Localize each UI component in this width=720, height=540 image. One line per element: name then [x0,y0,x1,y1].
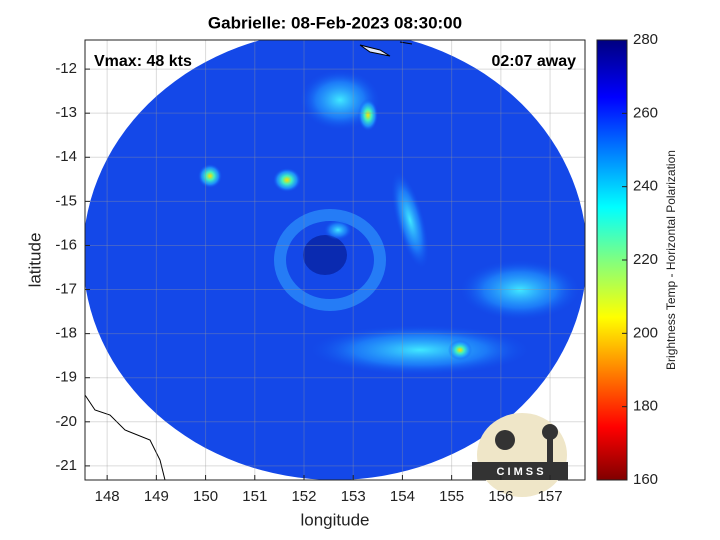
logo: C I M S S [472,413,568,497]
logo-text: C I M S S [496,466,543,478]
chart-title: Gabrielle: 08-Feb-2023 08:30:00 [208,13,462,32]
y-tick-label: -18 [55,325,77,342]
y-tick-label: -21 [55,457,77,474]
y-tick-label: -15 [55,192,77,209]
plot-frame [84,39,586,481]
x-tick-label: 157 [538,488,563,505]
x-axis-label: longitude [300,510,369,529]
annotation: 02:07 away [491,53,576,70]
colorbar-tick-label: 220 [633,251,658,268]
colorbar-tick-label: 280 [633,31,658,48]
x-tick-label: 151 [242,488,267,505]
y-tick-label: -16 [55,236,77,253]
colorbar-tick-label: 240 [633,178,658,195]
y-tick-label: -14 [55,148,77,165]
colorbar-tick-label: 180 [633,398,658,415]
satellite-image [85,40,585,480]
colorbar-label: Brightness Temp - Horizontal Polarizatio… [664,150,678,370]
y-tick-label: -19 [55,369,77,386]
y-tick-label: -12 [55,60,77,77]
x-tick-label: 148 [95,488,120,505]
y-tick-label: -20 [55,413,77,430]
colorbar-tick-label: 160 [633,471,658,488]
x-tick-label: 150 [193,488,218,505]
annotation: Vmax: 48 kts [94,53,192,70]
y-tick-label: -17 [55,281,77,298]
colorbar-tick-label: 260 [633,104,658,121]
x-tick-label: 154 [390,488,415,505]
x-tick-label: 153 [341,488,366,505]
y-tick-label: -13 [55,104,77,121]
y-axis-label: latitude [25,233,44,288]
colorbar-tick-label: 200 [633,324,658,341]
x-tick-label: 156 [488,488,513,505]
x-tick-label: 149 [144,488,169,505]
x-tick-label: 152 [291,488,316,505]
x-tick-label: 155 [439,488,464,505]
